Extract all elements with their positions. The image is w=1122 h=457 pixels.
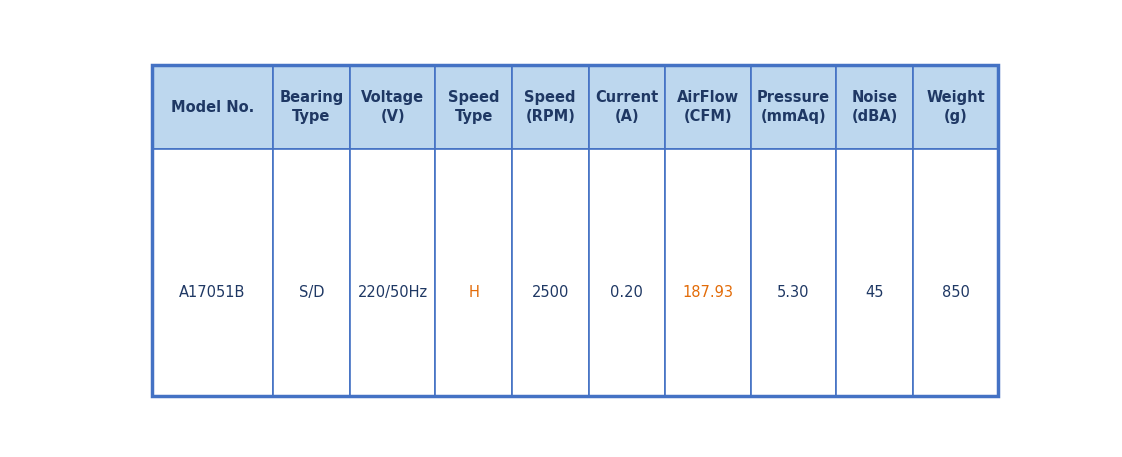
Bar [151, 149, 273, 396]
Bar [836, 149, 913, 396]
Bar [665, 65, 751, 149]
Bar [273, 149, 350, 396]
Text: AirFlow
(CFM): AirFlow (CFM) [677, 90, 739, 124]
Text: H: H [468, 285, 479, 300]
Text: Noise
(dBA): Noise (dBA) [852, 90, 898, 124]
Text: 850: 850 [941, 285, 969, 300]
Text: 5.30: 5.30 [778, 285, 810, 300]
Bar [913, 65, 999, 149]
Bar [435, 149, 512, 396]
Bar [273, 65, 350, 149]
Text: Model No.: Model No. [171, 100, 254, 115]
Bar [913, 149, 999, 396]
Text: Weight
(g): Weight (g) [927, 90, 985, 124]
Text: A17051B: A17051B [180, 285, 246, 300]
Bar [512, 65, 589, 149]
Bar [151, 65, 273, 149]
Text: 187.93: 187.93 [682, 285, 734, 300]
Bar [350, 65, 435, 149]
Text: 2500: 2500 [532, 285, 569, 300]
Text: Voltage
(V): Voltage (V) [361, 90, 424, 124]
Text: 45: 45 [865, 285, 884, 300]
Text: S/D: S/D [298, 285, 324, 300]
Bar [751, 65, 836, 149]
Bar [589, 65, 665, 149]
Bar [751, 149, 836, 396]
Text: 0.20: 0.20 [610, 285, 643, 300]
Text: Speed
(RPM): Speed (RPM) [524, 90, 576, 124]
Bar [665, 149, 751, 396]
Text: Bearing
Type: Bearing Type [279, 90, 343, 124]
Bar [435, 65, 512, 149]
Bar [589, 149, 665, 396]
Bar [836, 65, 913, 149]
Text: Current
(A): Current (A) [595, 90, 659, 124]
Text: Speed
Type: Speed Type [448, 90, 499, 124]
Text: Pressure
(mmAq): Pressure (mmAq) [757, 90, 830, 124]
Text: 220/50Hz: 220/50Hz [358, 285, 427, 300]
Bar [350, 149, 435, 396]
Bar [512, 149, 589, 396]
